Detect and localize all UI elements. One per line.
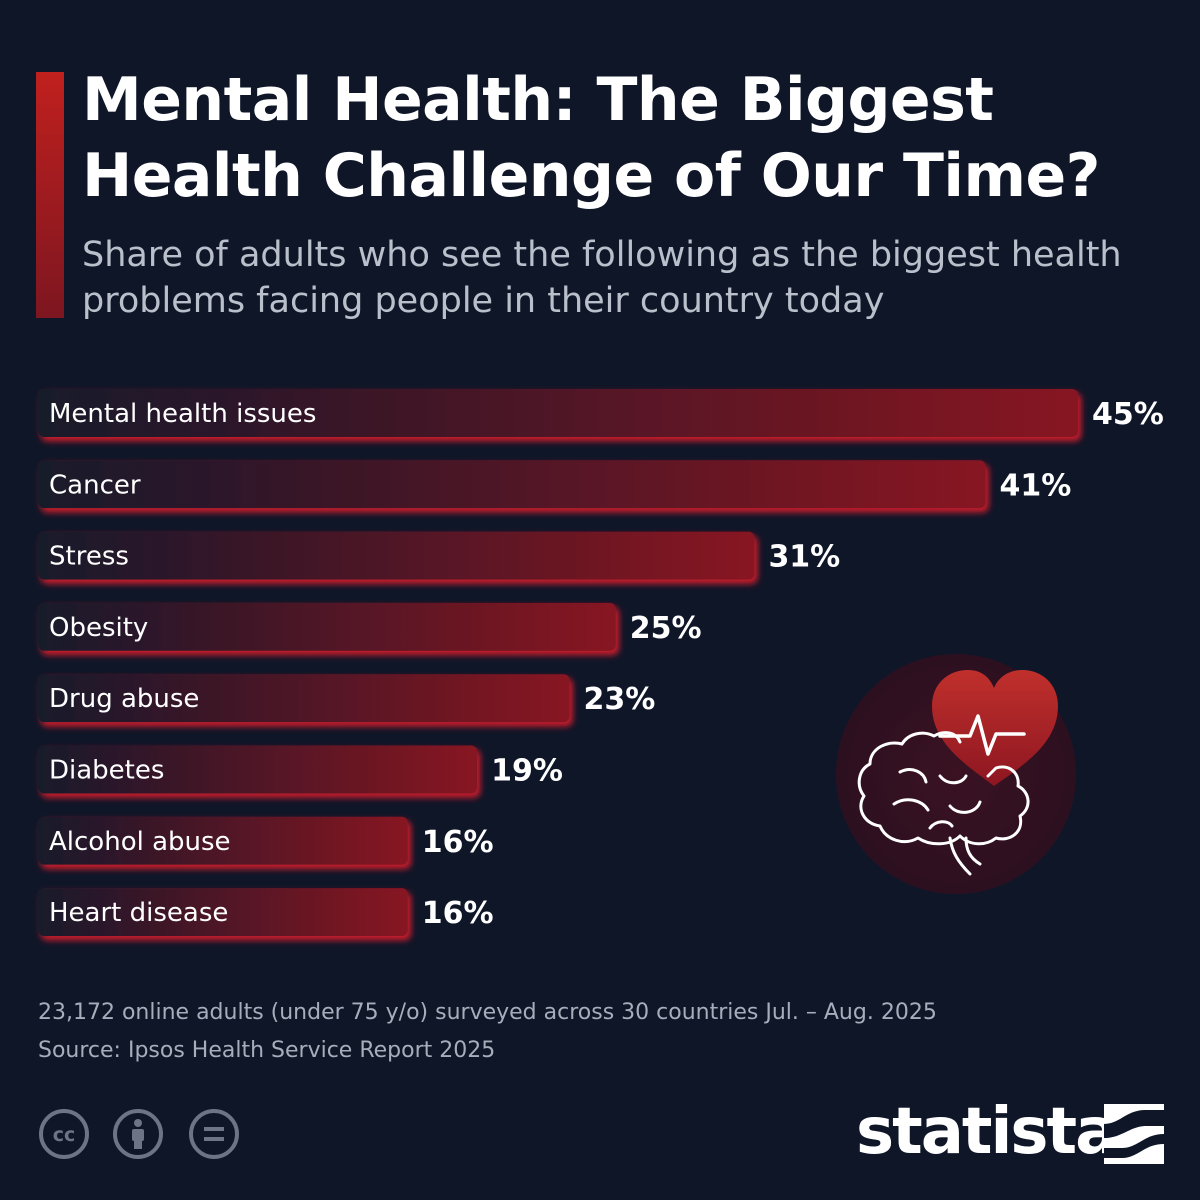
category-label: Stress [49,542,129,572]
source-note: Source: Ipsos Health Service Report 2025 [38,1038,496,1063]
bar-obesity [38,602,616,651]
heartbeat-line [938,714,1026,756]
page-subtitle: Share of adults who see the following as… [82,235,1122,321]
page-title: Mental Health: The Biggest Health Challe… [82,65,1100,211]
bar-alcohol-abuse [38,816,408,865]
bar-mental-health-issues [38,389,1078,437]
value-label: 41% [1000,468,1072,503]
attribution-icon[interactable] [112,1108,164,1160]
statista-logo-icon[interactable] [1104,1104,1164,1164]
bar-chart: Mental health issues 45% Cancer 41% Stress 31… [38,389,1164,937]
category-label: Diabetes [49,756,164,786]
creative-commons-icon[interactable]: cc [38,1108,90,1160]
category-label: Mental health issues [49,399,316,429]
heart-shape [932,670,1058,786]
value-label: 16% [422,825,494,860]
value-label: 16% [422,896,494,931]
brain-folds [892,768,982,830]
value-label: 19% [491,754,563,789]
bar-cancer [38,460,986,509]
bar-diabetes [38,745,478,794]
survey-note: 23,172 online adults (under 75 y/o) surv… [38,1000,937,1025]
brain-heart-icon [836,654,1076,894]
bar-heart-disease [38,888,408,937]
brain-outline [857,731,1030,846]
bar-stress [38,531,755,580]
svg-text:cc: cc [53,1124,76,1146]
category-label: Obesity [49,613,148,643]
value-label: 31% [768,540,840,575]
value-label: 45% [1092,397,1164,432]
value-label: 25% [630,611,702,646]
category-label: Alcohol abuse [49,827,231,857]
statista-logo-text[interactable]: statista [856,1095,1118,1169]
brain-stem [948,836,982,876]
category-label: Cancer [49,470,141,500]
no-derivatives-icon[interactable] [188,1108,240,1160]
value-label: 23% [584,682,656,717]
bar-drug-abuse [38,674,570,723]
category-label: Heart disease [49,898,228,928]
category-label: Drug abuse [49,684,199,714]
title-accent-bar [36,72,64,318]
